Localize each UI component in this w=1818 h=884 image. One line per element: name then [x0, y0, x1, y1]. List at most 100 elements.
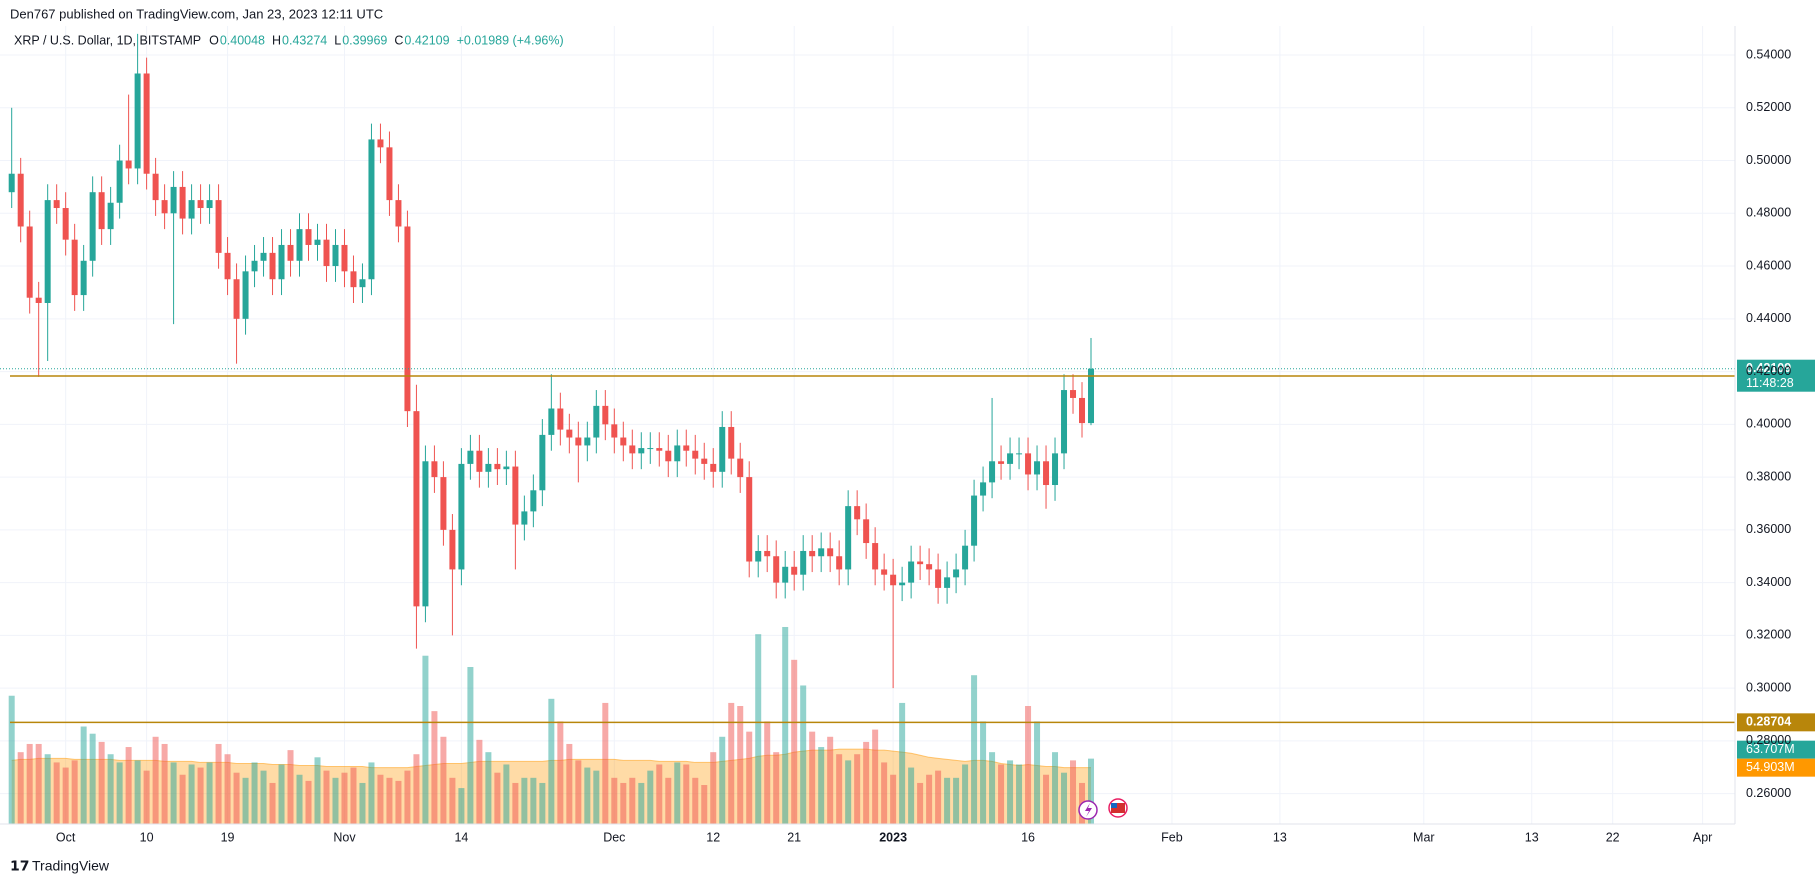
candle-body	[530, 490, 537, 512]
volume-bar	[647, 770, 654, 824]
candle-body	[998, 461, 1005, 464]
legend-field-label: H	[272, 33, 281, 47]
volume-bar	[62, 767, 69, 824]
candle-body	[521, 511, 528, 525]
candle-body	[926, 564, 933, 570]
candle-body	[1061, 390, 1068, 454]
volume-bar	[620, 782, 627, 824]
volume-bar	[413, 754, 420, 824]
volume-bar	[467, 667, 474, 824]
volume-bar	[638, 782, 645, 824]
volume-bar	[269, 782, 276, 824]
candle-body	[170, 186, 177, 214]
volume-bar	[368, 762, 375, 824]
y-tick-label: 0.38000	[1746, 469, 1791, 483]
candle-body	[719, 426, 726, 472]
candle-body	[458, 463, 465, 570]
candle-body	[1016, 453, 1023, 455]
icon-flag-body	[1111, 803, 1125, 813]
x-tick-label: Dec	[603, 830, 625, 844]
volume-bar	[773, 752, 780, 824]
candle-body	[746, 477, 753, 562]
candle-body	[755, 550, 762, 562]
volume-bar	[710, 752, 717, 824]
volume-bar	[944, 777, 951, 824]
x-tick-label: 21	[787, 830, 801, 844]
volume-bar	[485, 752, 492, 824]
candle-body	[656, 448, 663, 451]
candle-body	[692, 450, 699, 459]
last-price-box	[1737, 359, 1815, 392]
candle-body	[557, 408, 564, 430]
candle-body	[305, 229, 312, 245]
candle-body	[791, 566, 798, 575]
candle-body	[917, 561, 924, 565]
volume-bar	[692, 777, 699, 824]
candle-body	[152, 173, 159, 201]
candle-body	[1043, 461, 1050, 486]
candle-body	[26, 226, 33, 298]
volume-bar	[503, 764, 510, 824]
volume-bar	[386, 777, 393, 824]
candles	[8, 33, 1095, 689]
candle-body	[476, 450, 483, 472]
candle-body	[944, 577, 951, 588]
candle-body	[989, 461, 996, 483]
countdown-label: 11:48:28	[1746, 376, 1794, 390]
volume-bar	[242, 777, 249, 824]
candle-body	[701, 458, 708, 464]
candle-body	[674, 445, 681, 462]
volume-bar	[305, 780, 312, 824]
volume-bar	[278, 764, 285, 824]
volume-bar	[26, 743, 33, 824]
volume-bar	[314, 757, 321, 824]
x-tick-label: 14	[454, 830, 468, 844]
candle-body	[953, 569, 960, 578]
volume-bar	[539, 782, 546, 824]
volume-bar	[458, 788, 465, 824]
candle-body	[854, 506, 861, 520]
y-tick-label: 0.32000	[1746, 628, 1791, 642]
candle-body	[818, 548, 825, 557]
volume-bar	[1061, 772, 1068, 824]
candle-body	[107, 202, 114, 230]
candle-body	[53, 200, 60, 209]
volume-bar	[800, 685, 807, 824]
x-tick-label: 10	[140, 830, 154, 844]
candle-body	[494, 463, 501, 470]
volume-bar	[1007, 760, 1014, 824]
legend-field-label: O	[209, 33, 219, 47]
volume-bar	[233, 772, 240, 824]
volume-label-box	[1737, 740, 1815, 759]
candle-body	[314, 239, 321, 245]
candle-body	[62, 208, 69, 240]
candle-body	[224, 252, 231, 280]
volume-bar	[170, 762, 177, 824]
y-tick-label: 0.46000	[1746, 258, 1791, 272]
volume-bar	[323, 770, 330, 824]
volume-bar	[125, 747, 132, 824]
volume-bar	[764, 721, 771, 824]
volume-bar	[836, 754, 843, 824]
volume-bar	[674, 762, 681, 824]
volume-bar	[350, 767, 357, 824]
candle-body	[215, 200, 222, 253]
candle-body	[80, 260, 87, 296]
volume-bar	[926, 774, 933, 824]
legend-field-value: 0.43274	[282, 33, 327, 47]
volume-bar	[287, 750, 294, 824]
candle-body	[359, 279, 366, 288]
y-tick-label: 0.34000	[1746, 575, 1791, 589]
volume-bar	[566, 743, 573, 824]
volume-bar	[593, 770, 600, 824]
volume-bar	[440, 736, 447, 824]
volume-bar	[557, 721, 564, 824]
candle-body	[341, 244, 348, 272]
candle-body	[350, 271, 357, 288]
candle-body	[395, 200, 402, 227]
candle-body	[836, 556, 843, 570]
volume-bar	[341, 772, 348, 824]
candle-body	[386, 147, 393, 201]
volume-bar	[494, 772, 501, 824]
